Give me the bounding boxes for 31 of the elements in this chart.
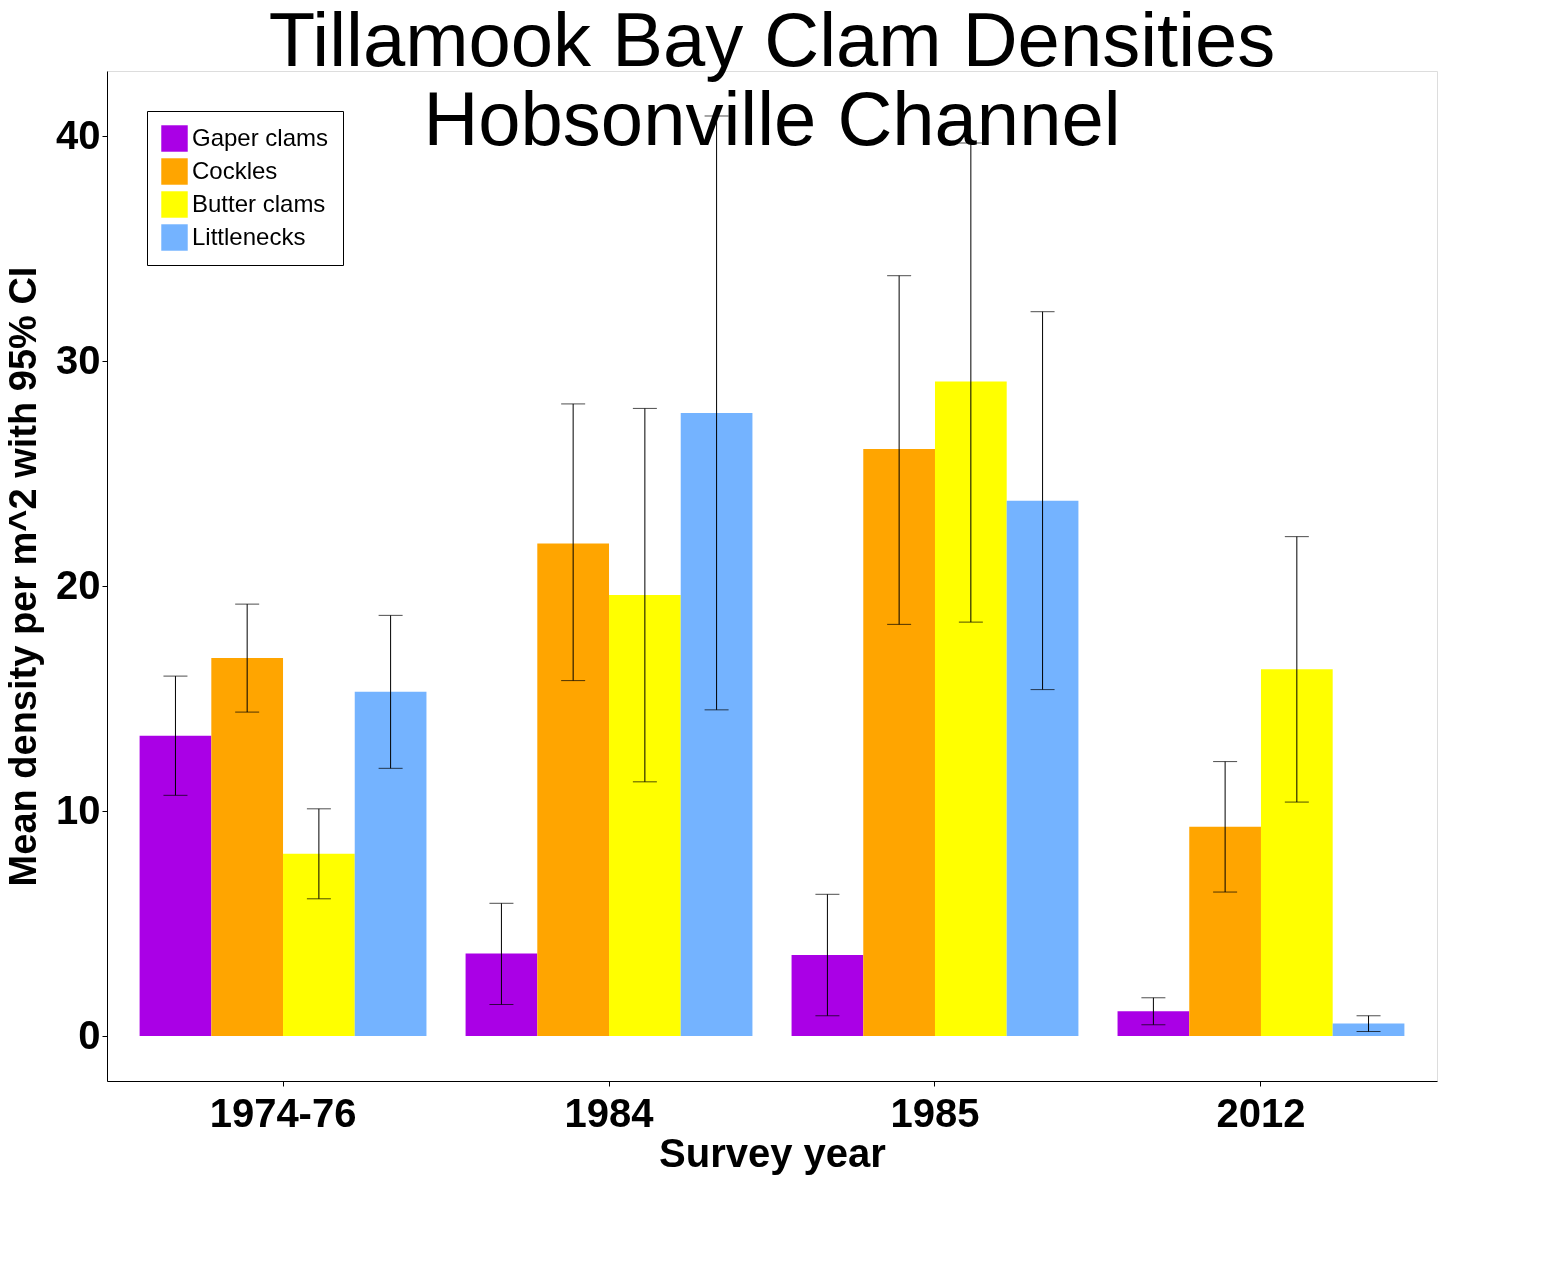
bar <box>1260 669 1333 1037</box>
bar <box>863 448 935 1037</box>
x-tick-label: 2012 <box>1216 1090 1306 1135</box>
bar <box>791 955 864 1037</box>
y-tick-label: 10 <box>56 787 101 832</box>
bar <box>1332 1023 1405 1037</box>
bar <box>934 381 1007 1037</box>
x-tick-label: 1974-76 <box>209 1090 357 1135</box>
bar <box>354 691 427 1037</box>
bar <box>537 543 610 1037</box>
y-tick-label: 0 <box>78 1012 101 1057</box>
bar <box>680 412 753 1037</box>
legend-label: Littlenecks <box>192 222 306 250</box>
bar <box>1117 1011 1190 1037</box>
bar <box>283 853 355 1037</box>
bar <box>465 953 538 1037</box>
x-axis-title: Survey year <box>659 1130 886 1175</box>
legend-label: Cockles <box>192 156 278 184</box>
y-tick-label: 20 <box>56 562 101 607</box>
bar <box>1006 500 1079 1037</box>
x-tick-label: 1984 <box>564 1090 655 1135</box>
y-tick-label: 40 <box>56 112 101 157</box>
bar <box>609 595 681 1037</box>
x-tick-label: 1985 <box>890 1090 980 1135</box>
bar <box>139 735 212 1037</box>
bar <box>1189 826 1261 1037</box>
legend-label: Gaper clams <box>192 123 329 151</box>
legend-label: Butter clams <box>192 189 326 217</box>
y-axis-title: Mean density per m^2 with 95% CI <box>2 266 45 887</box>
y-tick-label: 30 <box>56 337 101 382</box>
bar <box>211 658 284 1037</box>
